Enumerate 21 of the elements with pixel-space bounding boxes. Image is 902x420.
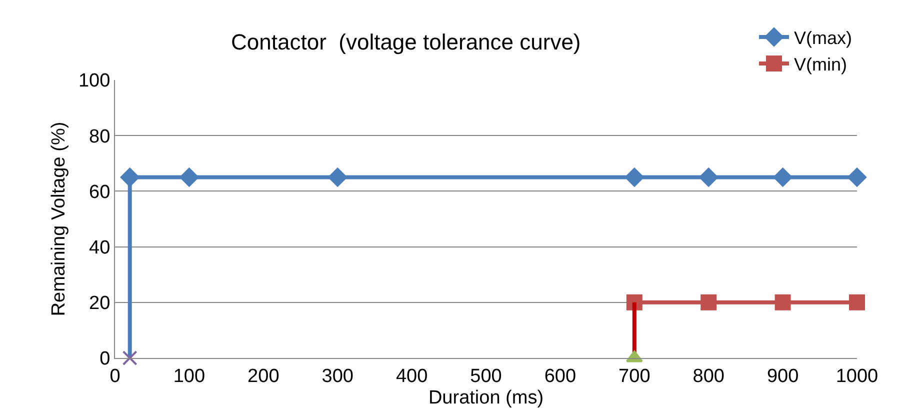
y-tick-label: 80 [89,126,110,148]
legend-label: V(min) [794,54,847,74]
legend-label: V(max) [794,28,852,48]
x-tick-label: 200 [248,366,280,387]
x-tick-label: 700 [618,366,650,387]
x-tick-label: 800 [692,366,724,387]
x-tick-label: 500 [470,366,502,387]
y-tick-label: 100 [78,70,110,92]
x-tick-label: 300 [322,366,354,387]
x-axis-title: Duration (ms) [428,388,544,409]
x-tick-label: 100 [173,366,206,387]
chart-title: Contactor (voltage tolerance curve) [231,30,581,55]
y-tick-label: 40 [89,237,110,258]
x-tick-label: 600 [544,366,576,387]
x-tick-label: 900 [766,366,799,387]
x-tick-label: 1000 [836,366,878,387]
x-tick-label: 400 [396,366,428,387]
y-tick-label: 0 [100,348,110,370]
y-tick-label: 60 [89,182,110,203]
y-axis-title: Remaining Voltage (%) [48,122,70,316]
y-tick-label: 20 [89,293,110,314]
